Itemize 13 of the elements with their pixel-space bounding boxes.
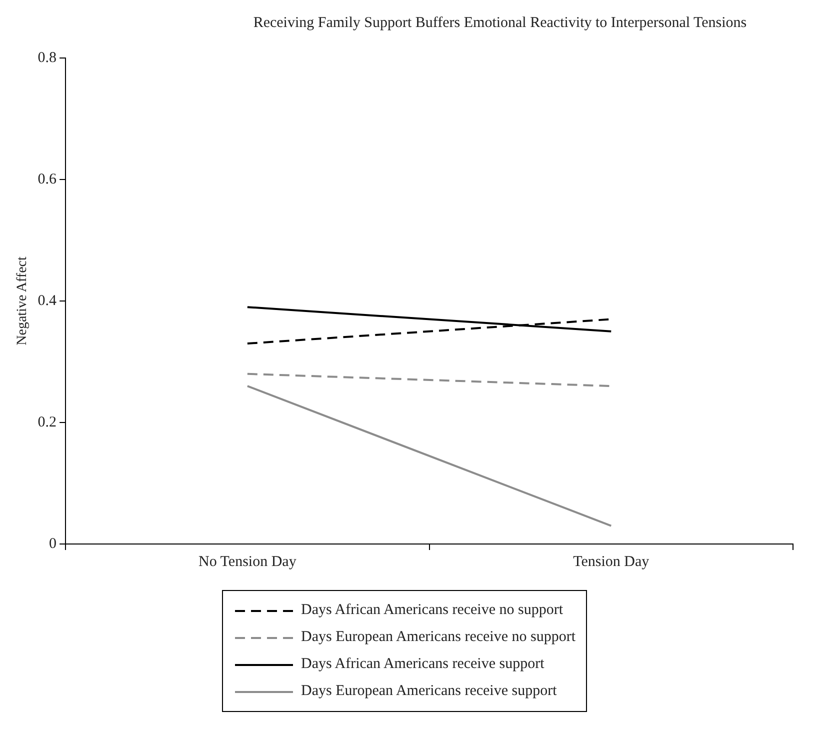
legend-label: Days African Americans receive support (301, 656, 544, 673)
legend-label: Days European Americans receive support (301, 683, 557, 700)
x-tick-label: No Tension Day (198, 554, 297, 570)
y-tick-label: 0.8 (38, 50, 57, 66)
y-tick-label: 0 (49, 536, 57, 552)
y-tick-label: 0.2 (38, 414, 57, 430)
y-axis-title: Negative Affect (15, 256, 30, 346)
legend-label: Days European Americans receive no support (301, 629, 576, 646)
y-tick-label: 0.4 (38, 292, 58, 309)
x-tick-label: Tension Day (573, 554, 650, 570)
chart-title: Receiving Family Support Buffers Emotional Reactivity to Interpersonal Tensions (252, 14, 748, 33)
y-tick-label: 0.6 (38, 171, 58, 188)
legend-label: Days African Americans receive no support (301, 602, 563, 619)
